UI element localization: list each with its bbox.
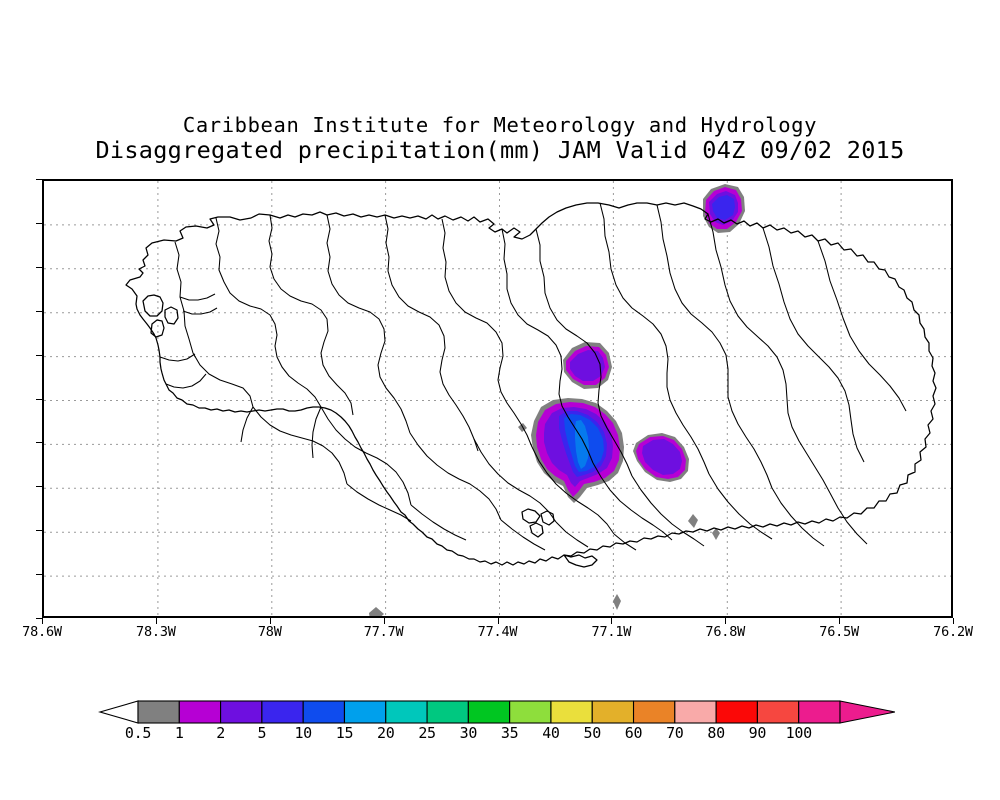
x-axis-tick-label: 77.7W [363, 624, 404, 640]
colorbar-segment [756, 700, 800, 724]
colorbar-segment [798, 700, 841, 724]
x-axis-tick-label: 76.5W [819, 624, 859, 640]
colorbar-segment [550, 700, 593, 724]
page-title: Disaggregated precipitation(mm) JAM Vali… [95, 136, 905, 164]
colorbar-segment [632, 700, 676, 724]
colorbar-tick-label: 2 [216, 724, 225, 742]
colorbar-segment [302, 700, 346, 724]
colorbar-tick-label: 10 [294, 724, 312, 742]
x-axis-tick-mark [725, 618, 727, 624]
x-axis-tick-label: 77.1W [591, 624, 632, 640]
colorbar-segments [98, 700, 895, 724]
speck-southwest [369, 607, 384, 616]
x-axis-tick-mark [42, 618, 43, 624]
colorbar-tick-labels: 0.5 1 2 5 10 15 20 25 30 35 40 50 60 70 80 90 100 [0, 724, 1000, 750]
colorbar-tick-label: 50 [583, 724, 602, 742]
precip-blob-northeast-sea [703, 184, 745, 233]
institute-title: Caribbean Institute for Meteorology and … [182, 113, 818, 137]
speck-offshore-b [712, 528, 720, 540]
x-axis-tick-mark [953, 618, 954, 624]
y-axis-tick-mark [36, 618, 42, 619]
x-axis-tick-label: 76.2W [933, 624, 973, 640]
colorbar-segment [426, 700, 469, 724]
x-axis-tick-mark [839, 618, 841, 624]
parish-boundaries [159, 202, 907, 551]
colorbar-tick-label: 60 [624, 724, 643, 742]
colorbar-tick-label: 20 [377, 724, 395, 742]
x-axis-tick-mark [611, 618, 613, 624]
colorbar-segment [385, 700, 428, 724]
x-axis-tick-label: 77.4W [477, 624, 518, 640]
x-axis-tick-label: 78.6W [22, 624, 62, 640]
colorbar-tick-label: 90 [748, 724, 767, 742]
colorbar-segment [178, 700, 222, 724]
colorbar-extend-low [98, 700, 139, 724]
speck-south-coast [613, 594, 621, 610]
colorbar-segment [137, 700, 180, 724]
colorbar: 0.5 1 2 5 10 15 20 25 30 35 40 50 60 70 80 90 100 [0, 693, 1000, 763]
colorbar-segment [343, 700, 387, 724]
map-plot-area [42, 179, 953, 618]
x-axis-tick-mark [383, 618, 385, 624]
precip-blob-saint-thomas [633, 433, 689, 482]
jamaica-outline [125, 202, 937, 568]
colorbar-tick-label: 1 [174, 724, 184, 742]
colorbar-segment [467, 700, 511, 724]
speck-offshore-a [688, 514, 698, 528]
precip-blob-saint-catherine [531, 398, 624, 503]
precipitation-field [369, 184, 745, 616]
colorbar-tick-label: 40 [542, 724, 560, 742]
precip-blob-saint-ann [563, 342, 612, 389]
x-axis-tick-mark [497, 618, 499, 624]
colorbar-extend-high [839, 700, 895, 724]
colorbar-tick-label: 30 [459, 724, 478, 742]
colorbar-tick-label: 0.5 [124, 724, 152, 742]
colorbar-segment [261, 700, 304, 724]
colorbar-segment [220, 700, 263, 724]
x-axis-tick-label: 78W [257, 624, 282, 640]
colorbar-tick-label: 15 [335, 724, 354, 742]
chart-title-block: Caribbean Institute for Meteorology and … [0, 113, 1000, 164]
colorbar-segment [591, 700, 635, 724]
x-axis-tick-label: 76.8W [705, 624, 746, 640]
jamaica-map-svg [44, 181, 951, 616]
colorbar-tick-label: 5 [257, 724, 267, 742]
x-axis-tick-label: 78.3W [136, 624, 176, 640]
map-canvas [44, 181, 951, 616]
colorbar-tick-label: 35 [500, 724, 519, 742]
colorbar-svg [98, 700, 895, 724]
colorbar-segment [509, 700, 552, 724]
colorbar-segment [715, 700, 758, 724]
colorbar-tick-label: 80 [707, 724, 725, 742]
x-axis-tick-mark [269, 618, 271, 624]
colorbar-tick-label: 25 [418, 724, 436, 742]
x-axis-tick-mark [155, 618, 157, 624]
colorbar-tick-label: 100 [785, 724, 813, 742]
colorbar-segment [674, 700, 717, 724]
colorbar-tick-label: 70 [666, 724, 684, 742]
